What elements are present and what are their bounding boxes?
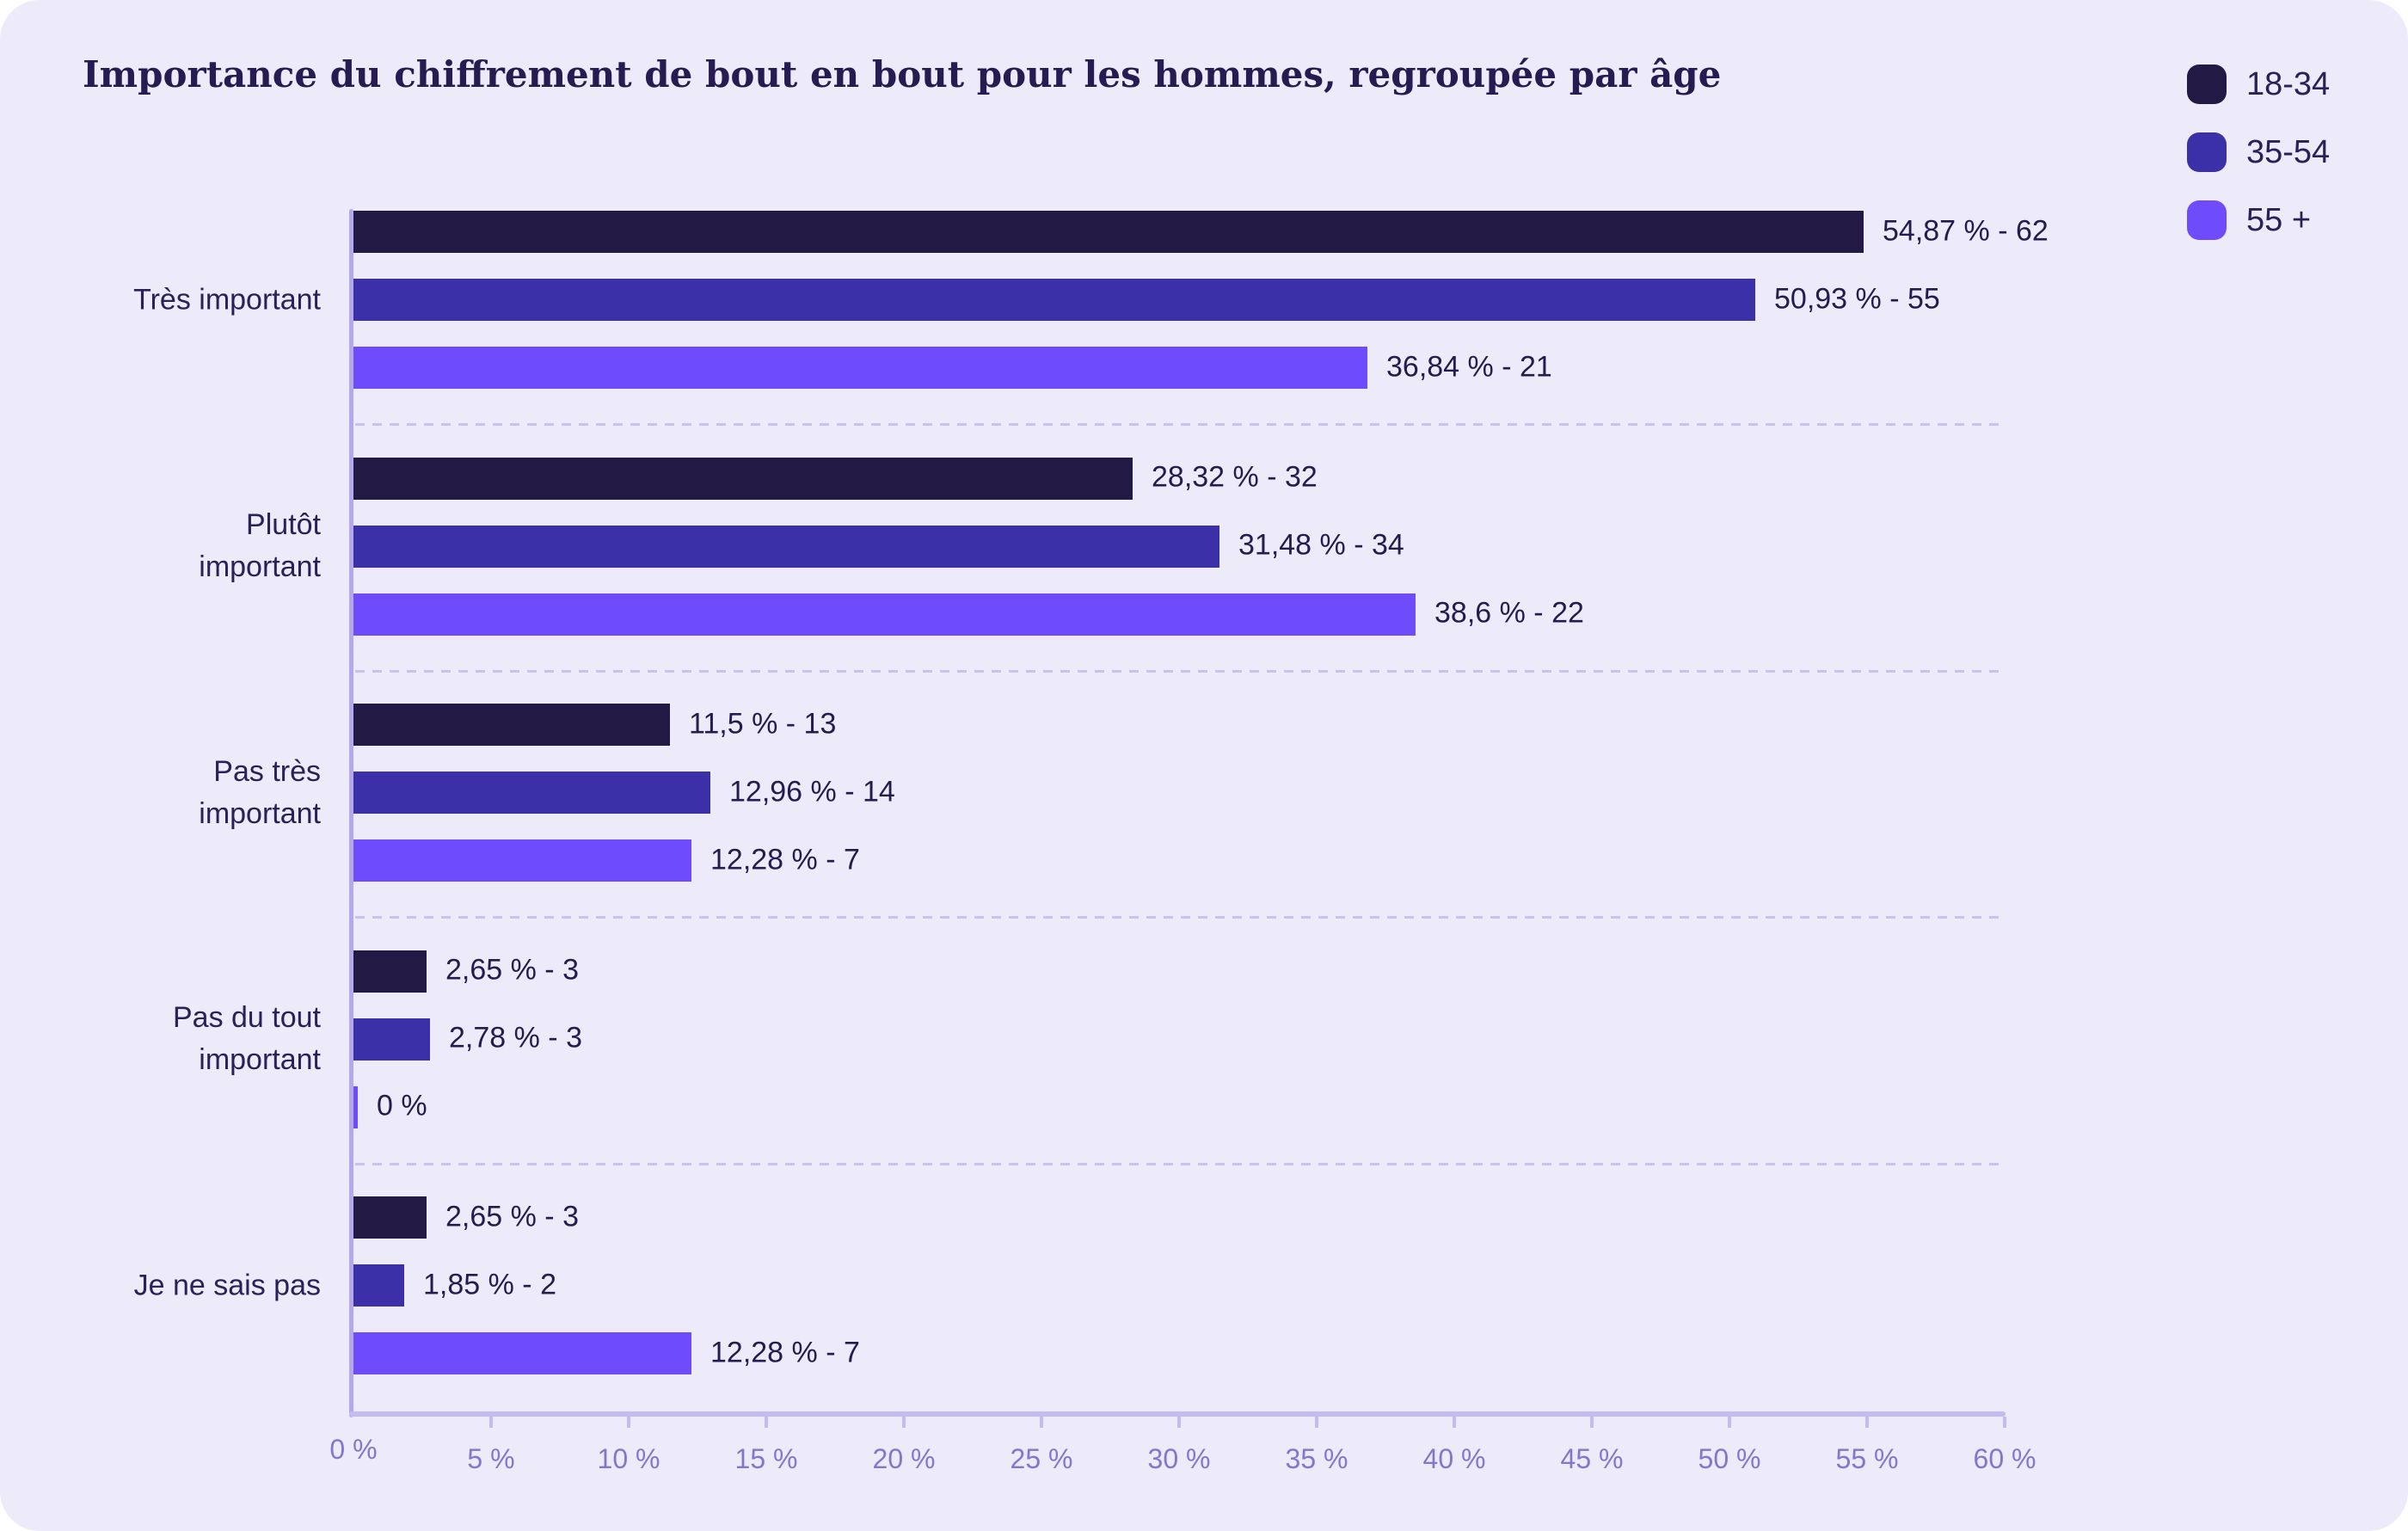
bar-35-54 [353,1018,430,1061]
category-label: Très important [133,283,321,316]
legend-swatch [2187,65,2227,104]
bar-55 + [353,839,691,882]
x-axis-tick [1177,1417,1181,1428]
bar-18-34 [353,457,1133,500]
bar-55 + [353,347,1367,389]
x-axis-tick [902,1417,906,1428]
x-axis-tick-label: 50 % [1698,1443,1761,1474]
group-separator [355,669,2005,673]
bar-value-label: 31,48 % - 34 [1238,528,1404,562]
x-axis-line [349,1411,2006,1417]
group-separator [355,916,2005,919]
bar-value-label: 1,85 % - 2 [423,1268,556,1301]
x-axis-tick-label: 35 % [1285,1443,1348,1474]
bar-value-label: 36,84 % - 21 [1386,350,1552,384]
bar-55 + [353,1085,358,1128]
bar-35-54 [353,279,1755,321]
legend-item: 55 + [2187,200,2330,240]
bar-55 + [353,1332,691,1374]
category-label: Je ne sais pas [133,1269,321,1301]
x-axis-tick [765,1417,768,1428]
x-axis-tick-label: 45 % [1560,1443,1624,1474]
x-axis-tick-label: 5 % [467,1443,515,1474]
legend-item-label: 18-34 [2246,65,2331,102]
x-axis-tick [1453,1417,1456,1428]
x-axis-tick [1040,1417,1043,1428]
x-axis-tick-label: 40 % [1422,1443,1486,1474]
x-axis-tick-label: 0 % [329,1434,378,1465]
bar-value-label: 50,93 % - 55 [1774,282,1940,316]
bar-value-label: 0 % [377,1089,427,1122]
bar-value-label: 28,32 % - 32 [1152,460,1318,494]
x-axis-tick [489,1417,493,1428]
legend-item: 18-34 [2187,65,2330,104]
bar-18-34 [353,950,427,993]
legend-swatch [2187,200,2227,240]
x-axis-tick [1315,1417,1318,1428]
bar-value-label: 12,96 % - 14 [729,775,895,809]
y-axis-line [349,209,353,1417]
x-axis-tick-label: 20 % [872,1443,936,1474]
group-separator [355,1162,2005,1165]
group-separator [355,423,2005,426]
bar-value-label: 12,28 % - 7 [710,1336,860,1369]
category-label: Pas du tout important [172,1001,321,1076]
bar-value-label: 38,6 % - 22 [1434,596,1584,630]
bar-35-54 [353,1264,404,1307]
legend-swatch [2187,132,2227,172]
legend: 18-34 35-54 55 + [2187,65,2330,240]
bar-value-label: 2,78 % - 3 [449,1021,582,1054]
x-axis-tick-label: 25 % [1010,1443,1073,1474]
bar-35-54 [353,772,710,814]
bar-35-54 [353,525,1219,568]
bar-value-label: 12,28 % - 7 [710,843,860,876]
x-axis-tick [1590,1417,1594,1428]
x-axis-tick [1865,1417,1869,1428]
x-axis-tick-label: 30 % [1147,1443,1211,1474]
category-label: Plutôt important [199,508,321,583]
x-axis-tick [627,1417,630,1428]
category-label: Pas très important [199,754,321,830]
bar-value-label: 2,65 % - 3 [445,1200,579,1233]
x-axis-tick-label: 10 % [597,1443,660,1474]
bar-value-label: 2,65 % - 3 [445,953,579,987]
bar-18-34 [353,211,1864,253]
x-axis-tick-label: 55 % [1835,1443,1899,1474]
bar-18-34 [353,704,670,746]
bar-value-label: 11,5 % - 13 [689,707,837,741]
plot-area: 54,87 % - 62 50,93 % - 55 36,84 % - 21 28,3… [329,209,2049,1474]
bar-value-label: 54,87 % - 62 [1883,214,2049,248]
x-axis-tick [1728,1417,1731,1428]
x-axis-tick [2003,1417,2006,1428]
legend-item-label: 55 + [2246,201,2312,238]
x-axis-tick-label: 15 % [734,1443,798,1474]
bar-55 + [353,593,1416,636]
chart-title: Importance du chiffrement de bout en bou… [83,53,1722,95]
legend-item: 35-54 [2187,132,2330,172]
bar-18-34 [353,1196,427,1239]
x-axis-tick-label: 60 % [1973,1443,2036,1474]
legend-item-label: 35-54 [2246,133,2331,170]
